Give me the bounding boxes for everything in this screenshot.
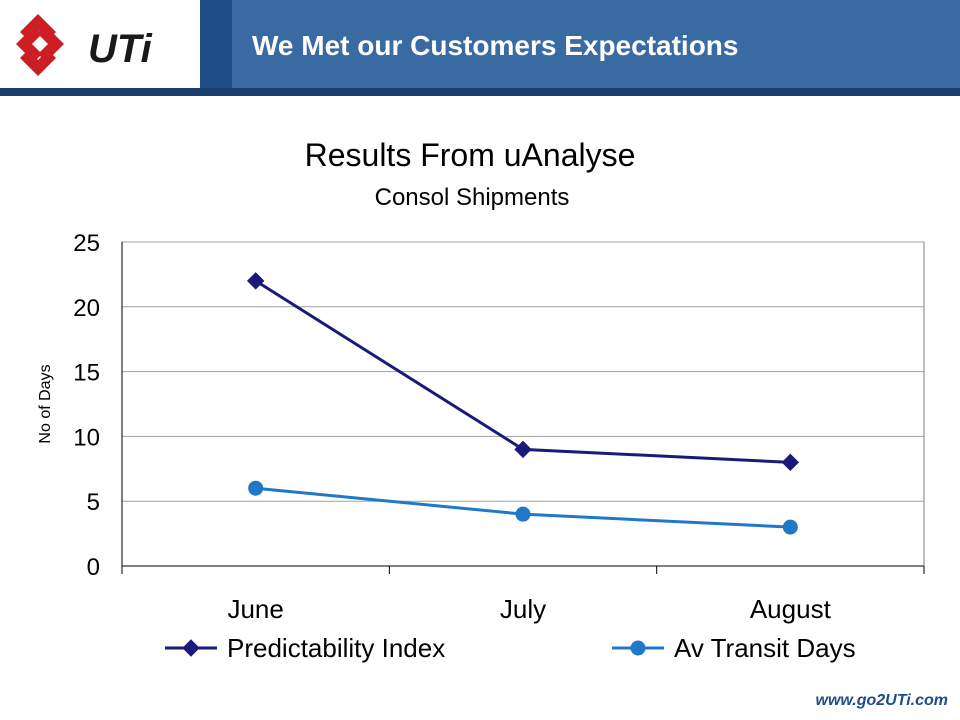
footer-url[interactable]: www.go2UTi.com (815, 692, 948, 709)
chart-title: Results From uAnalyse (305, 137, 636, 173)
page-title: We Met our Customers Expectations (252, 30, 739, 61)
y-tick-label: 0 (87, 554, 100, 581)
y-tick-label: 25 (73, 230, 100, 257)
y-tick-label: 15 (73, 360, 100, 387)
y-tick-label: 5 (87, 489, 100, 516)
header-divider (0, 88, 960, 96)
y-tick-label: 20 (73, 295, 100, 322)
chart-subtitle: Consol Shipments (375, 184, 570, 211)
legend-marker (630, 640, 646, 656)
logo: UTi (0, 0, 200, 88)
data-point (246, 272, 265, 290)
svg-text:UTi: UTi (88, 27, 153, 71)
data-point (781, 453, 800, 472)
logo-separator (200, 0, 232, 88)
x-tick-label: July (500, 594, 546, 624)
legend-label: Av Transit Days (674, 633, 856, 663)
y-axis-label: No of Days (37, 364, 54, 443)
y-tick-label: 10 (73, 424, 100, 451)
x-tick-label: August (750, 594, 832, 624)
legend-label: Predictability Index (227, 633, 445, 663)
legend-marker (182, 639, 200, 657)
header-title-panel (232, 0, 960, 88)
data-point (514, 440, 532, 459)
uti-logo-icon: UTi (16, 14, 153, 76)
x-tick-label: June (227, 594, 283, 624)
data-point (515, 506, 531, 522)
data-point (248, 480, 264, 496)
data-point (782, 519, 798, 535)
